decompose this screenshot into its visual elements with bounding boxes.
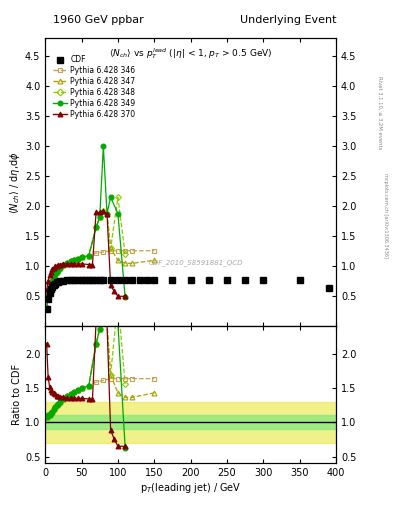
Text: Underlying Event: Underlying Event [239, 14, 336, 25]
Y-axis label: Ratio to CDF: Ratio to CDF [12, 364, 22, 425]
Text: 1960 GeV ppbar: 1960 GeV ppbar [53, 14, 144, 25]
Text: $\langle N_{ch}\rangle$ vs $p_T^{lead}$ ($|\eta|$ < 1, $p_T$ > 0.5 GeV): $\langle N_{ch}\rangle$ vs $p_T^{lead}$ … [109, 46, 272, 60]
Bar [45, 415, 336, 429]
Bar [45, 402, 336, 443]
Text: mcplots.cern.ch [arXiv:1306.3436]: mcplots.cern.ch [arXiv:1306.3436] [384, 173, 388, 258]
Text: CDF_2010_S8591881_QCD: CDF_2010_S8591881_QCD [149, 260, 244, 266]
X-axis label: p$_T$(leading jet) / GeV: p$_T$(leading jet) / GeV [140, 481, 241, 495]
Legend: CDF, Pythia 6.428 346, Pythia 6.428 347, Pythia 6.428 348, Pythia 6.428 349, Pyt: CDF, Pythia 6.428 346, Pythia 6.428 347,… [52, 54, 137, 120]
Y-axis label: $\langle N_{ch}\rangle$ / d$\eta$,d$\phi$: $\langle N_{ch}\rangle$ / d$\eta$,d$\phi… [8, 151, 22, 214]
Text: Rivet 3.1.10, ≥ 3.2M events: Rivet 3.1.10, ≥ 3.2M events [377, 76, 382, 150]
